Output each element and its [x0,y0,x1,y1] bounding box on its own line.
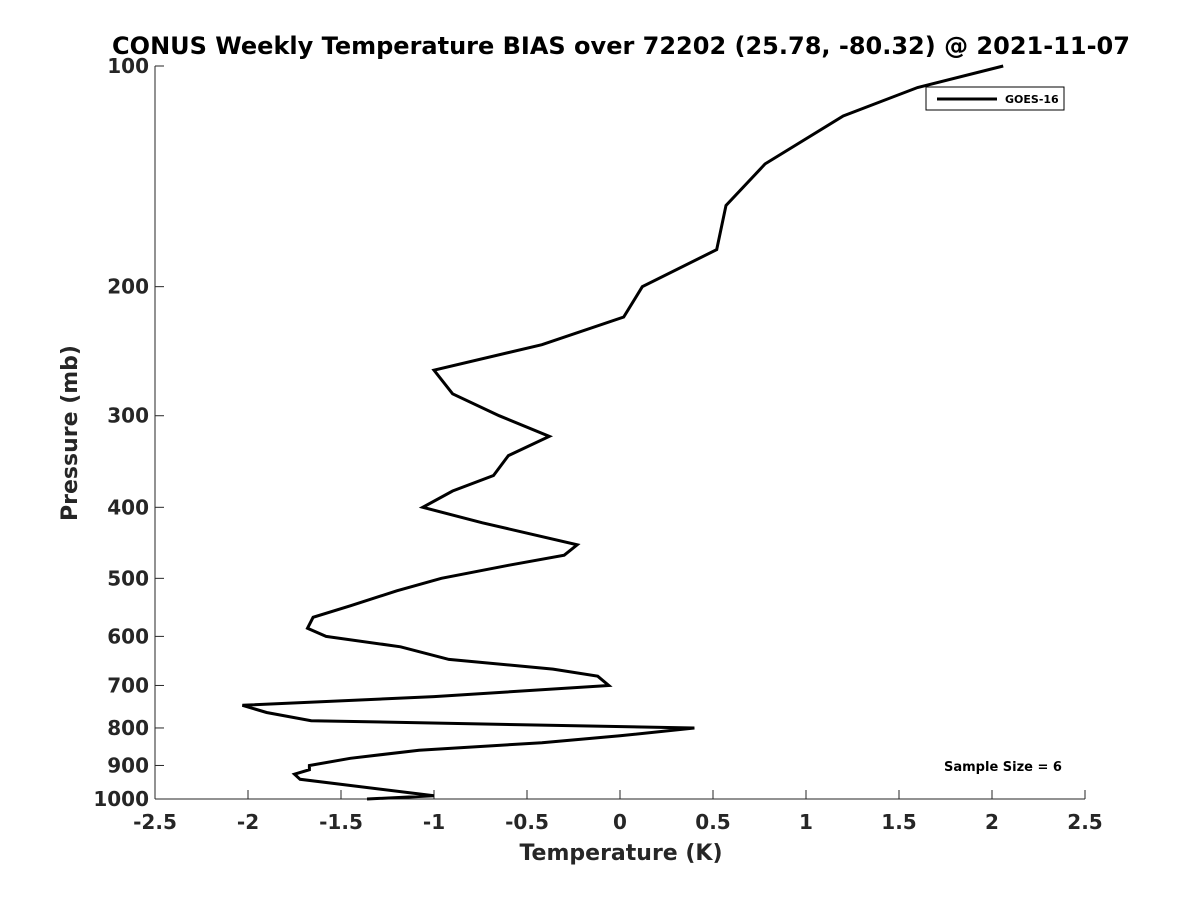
y-tick-label: 500 [107,566,149,590]
legend: GOES-16 [925,86,1065,111]
x-tick-label: -0.5 [505,810,549,834]
x-tick-label: 0.5 [695,810,730,834]
y-tick-label: 400 [107,495,149,519]
y-tick-label: 100 [107,54,149,78]
x-tick-label: 0 [613,810,627,834]
x-tick-label: -2.5 [133,810,177,834]
x-tick-label: 1 [799,810,813,834]
y-tick-label: 900 [107,753,149,777]
y-axis-ticks: 100 200 300 400 500 600 700 800 900 1000 [93,54,164,811]
sample-size-annotation: Sample Size = 6 [944,760,1062,775]
x-tick-label: -1.5 [319,810,363,834]
x-tick-label: 1.5 [881,810,916,834]
y-tick-label: 700 [107,673,149,697]
y-tick-label: 200 [107,275,149,299]
x-tick-label: -2 [237,810,259,834]
chart-title: CONUS Weekly Temperature BIAS over 72202… [112,32,1130,60]
x-tick-label: -1 [423,810,445,834]
legend-label: GOES-16 [1005,93,1059,106]
x-tick-label: 2 [985,810,999,834]
y-tick-label: 800 [107,716,149,740]
y-tick-label: 1000 [93,787,149,811]
y-axis-label: Pressure (mb) [58,345,83,521]
y-tick-label: 300 [107,404,149,428]
x-axis-ticks: -2.5 -2 -1.5 -1 -0.5 0 0.5 1 1.5 2 2.5 [133,790,1103,834]
y-tick-label: 600 [107,624,149,648]
x-tick-label: 2.5 [1067,810,1102,834]
series-layer [241,64,1004,801]
series-line-goes-16 [241,64,1004,801]
x-axis-label: Temperature (K) [519,841,722,866]
